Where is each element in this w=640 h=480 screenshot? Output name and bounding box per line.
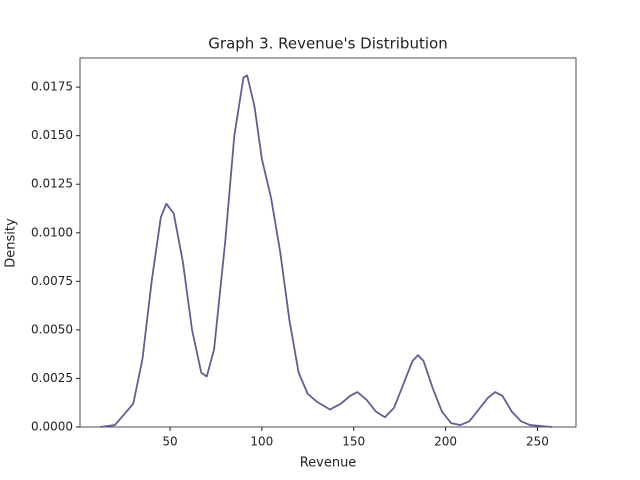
x-tick-label: 100 xyxy=(250,435,273,449)
y-tick-label: 0.0100 xyxy=(31,225,73,239)
y-tick-label: 0.0050 xyxy=(31,322,73,336)
y-tick-label: 0.0000 xyxy=(31,420,73,434)
y-tick-label: 0.0075 xyxy=(31,274,73,288)
chart-title: Graph 3. Revenue's Distribution xyxy=(208,35,447,53)
x-tick-label: 250 xyxy=(526,435,549,449)
density-line xyxy=(100,74,553,428)
y-tick-label: 0.0175 xyxy=(31,80,73,94)
x-axis-label: Revenue xyxy=(300,456,357,471)
y-axis-label: Density xyxy=(4,218,19,268)
x-tick-label: 150 xyxy=(342,435,365,449)
y-tick-label: 0.0125 xyxy=(31,177,73,191)
plot-frame xyxy=(79,57,577,428)
y-tick-label: 0.0150 xyxy=(31,128,73,142)
y-tick-label: 0.0025 xyxy=(31,371,73,385)
x-tick-label: 200 xyxy=(434,435,457,449)
x-tick-label: 50 xyxy=(162,435,177,449)
